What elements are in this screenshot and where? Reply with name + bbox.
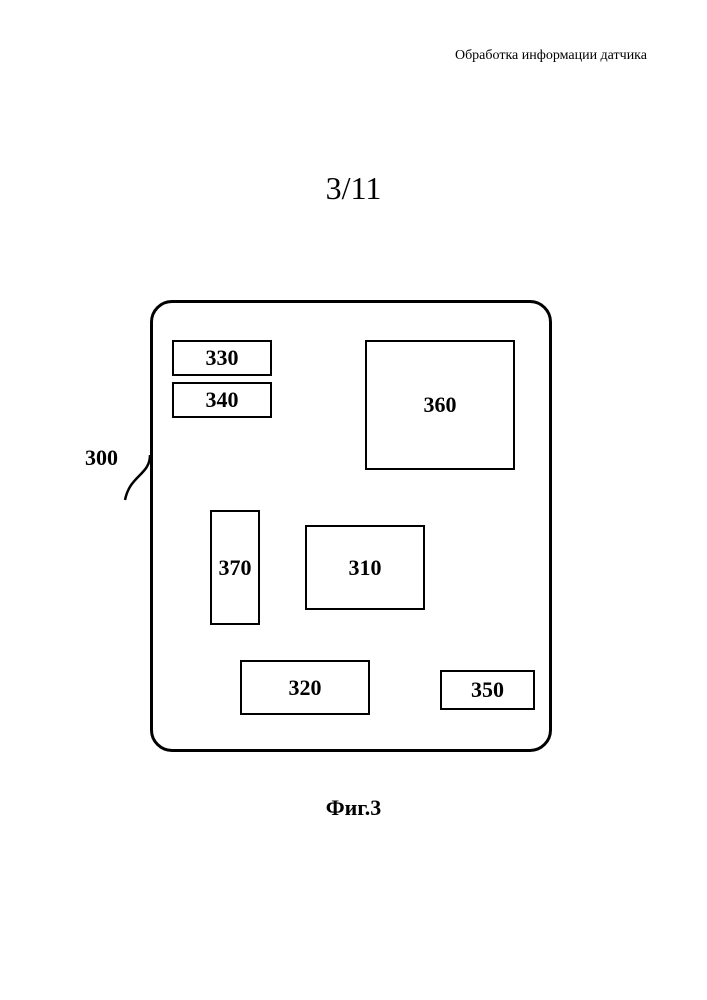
- block-320-label: 320: [242, 662, 368, 713]
- block-340-label: 340: [174, 384, 270, 416]
- ref-300-leader: [115, 455, 170, 505]
- page-number: 3/11: [0, 170, 707, 207]
- block-350-label: 350: [442, 672, 533, 708]
- block-350: 350: [440, 670, 535, 710]
- block-360-label: 360: [367, 342, 513, 468]
- ref-300-label: 300: [85, 445, 118, 471]
- block-340: 340: [172, 382, 272, 418]
- block-310-label: 310: [307, 527, 423, 608]
- block-370-label: 370: [212, 512, 258, 623]
- block-330: 330: [172, 340, 272, 376]
- block-360: 360: [365, 340, 515, 470]
- page: Обработка информации датчика 3/11 300 33…: [0, 0, 707, 1000]
- block-320: 320: [240, 660, 370, 715]
- figure-3-diagram: 300 330340360370310320350: [150, 300, 550, 750]
- block-370: 370: [210, 510, 260, 625]
- figure-caption: Фиг.3: [0, 795, 707, 821]
- block-310: 310: [305, 525, 425, 610]
- header-text: Обработка информации датчика: [455, 48, 647, 64]
- block-330-label: 330: [174, 342, 270, 374]
